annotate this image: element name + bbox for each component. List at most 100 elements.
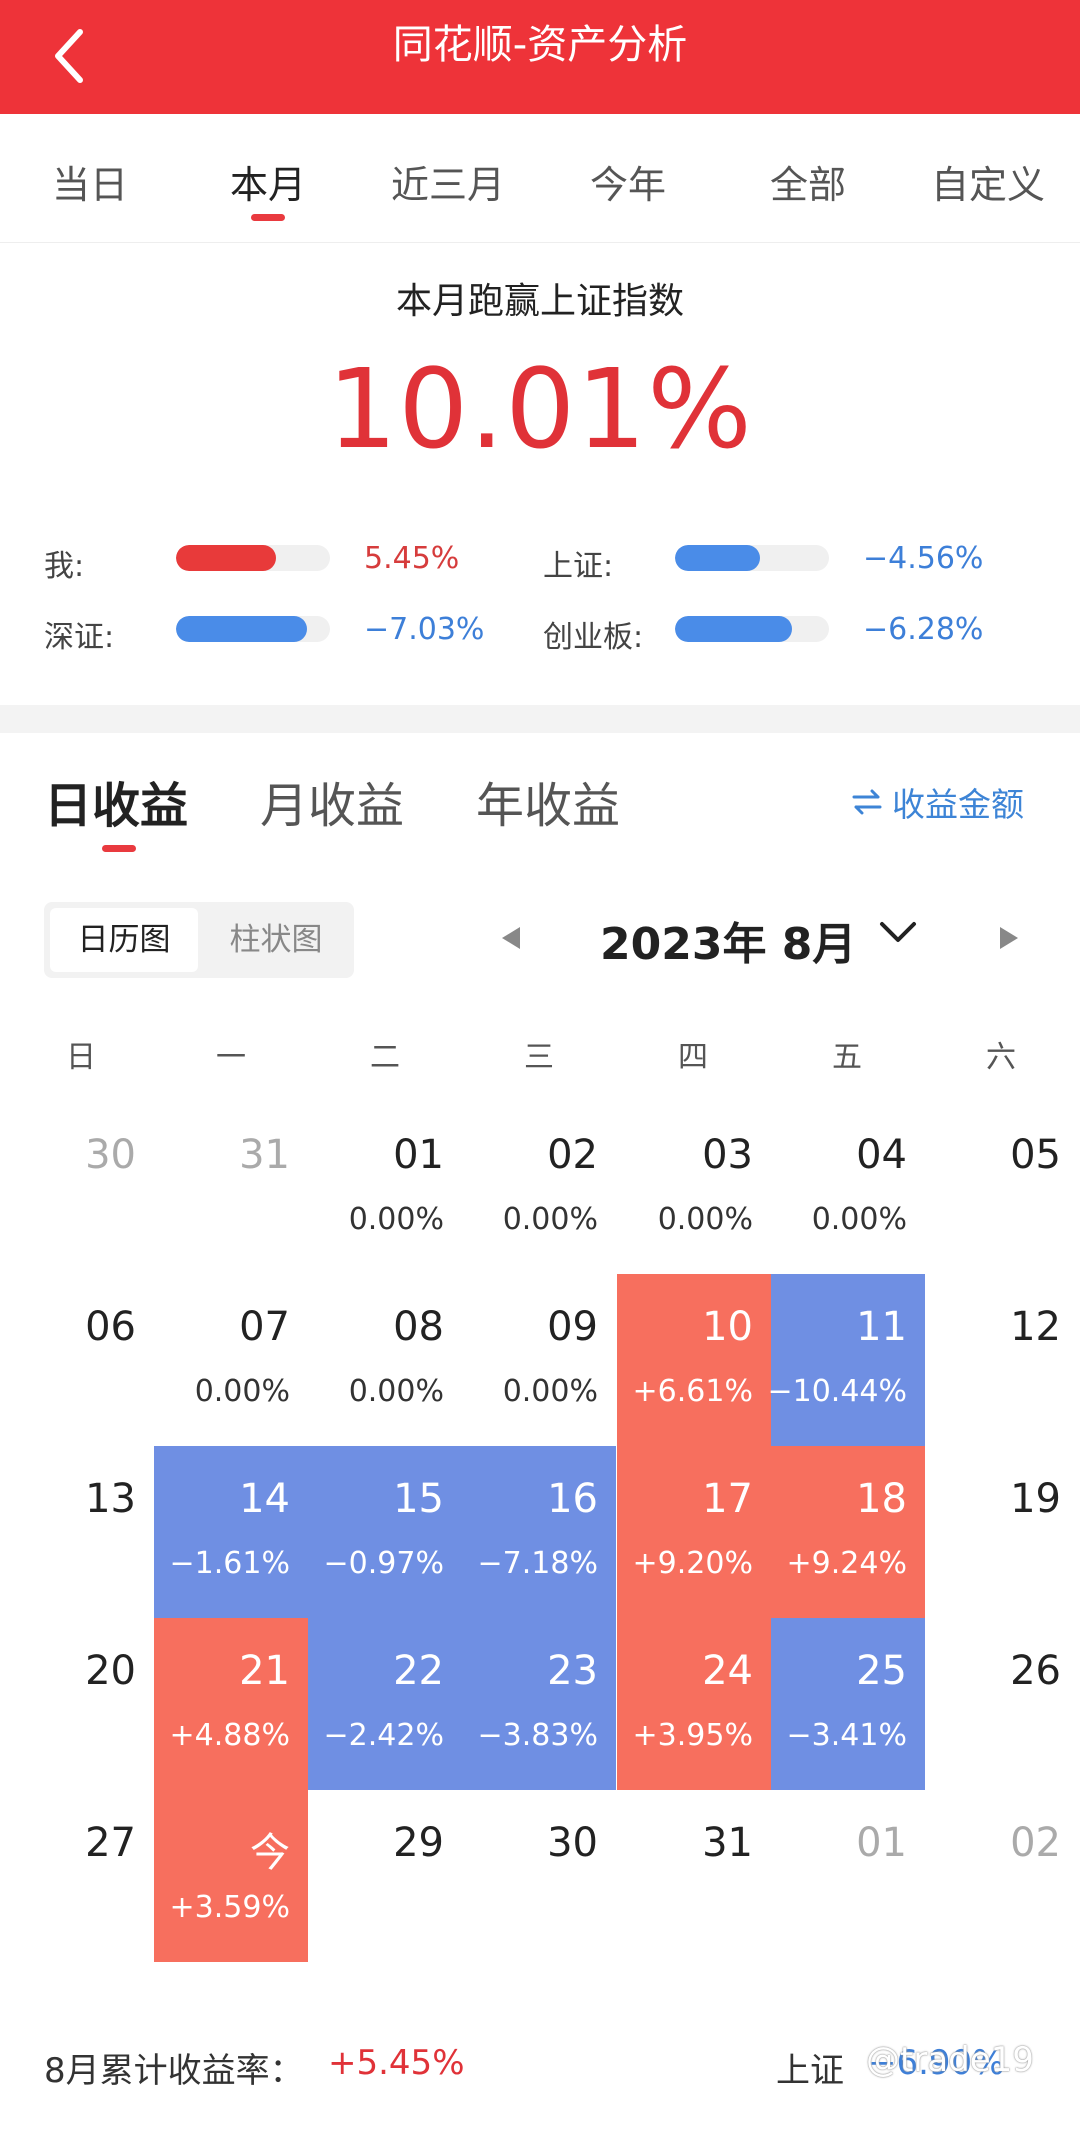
- calendar-day-cell[interactable]: 31: [617, 1790, 771, 1962]
- day-return: +3.59%: [169, 1890, 290, 1925]
- day-return: 0.00%: [657, 1202, 753, 1237]
- day-number: 03: [702, 1132, 753, 1178]
- calendar-day-cell[interactable]: 06: [0, 1274, 154, 1446]
- calendar-day-cell[interactable]: 08 0.00%: [308, 1274, 462, 1446]
- day-number: 01: [856, 1820, 907, 1866]
- day-number: 14: [239, 1476, 290, 1522]
- calendar-day-cell[interactable]: 今 +3.59%: [154, 1790, 308, 1962]
- day-return: −3.83%: [477, 1718, 598, 1753]
- comparison-label: 创业板:: [543, 620, 644, 655]
- calendar-day-cell[interactable]: 21 +4.88%: [154, 1618, 308, 1790]
- month-label[interactable]: 2023年 8月: [600, 919, 857, 970]
- day-number: 26: [1010, 1648, 1061, 1694]
- calendar-day-cell[interactable]: 30: [462, 1790, 616, 1962]
- prev-month-button[interactable]: [500, 925, 522, 955]
- tab-this-year[interactable]: 今年: [589, 163, 666, 207]
- comparison-bar-fill: [675, 616, 793, 642]
- swap-icon: [852, 789, 882, 815]
- day-number: 09: [547, 1304, 598, 1350]
- weekday-label: 五: [832, 1040, 862, 1075]
- day-return: +3.95%: [632, 1718, 753, 1753]
- back-button[interactable]: [40, 26, 100, 86]
- monthly-return-value: +5.45%: [328, 2043, 465, 2083]
- calendar-day-cell[interactable]: 04 0.00%: [771, 1102, 925, 1274]
- day-number: 05: [1010, 1132, 1061, 1178]
- month-dropdown-button[interactable]: [878, 918, 918, 950]
- tab-custom[interactable]: 自定义: [930, 163, 1045, 207]
- comparison-label: 我:: [44, 549, 85, 584]
- calendar-day-cell[interactable]: 05: [925, 1102, 1079, 1274]
- comparison-value: 5.45%: [364, 541, 460, 576]
- calendar-day-cell[interactable]: 03 0.00%: [617, 1102, 771, 1274]
- tab-yearly-income[interactable]: 年收益: [476, 778, 621, 834]
- calendar-day-cell[interactable]: 22 −2.42%: [308, 1618, 462, 1790]
- calendar-day-cell[interactable]: 26: [925, 1618, 1079, 1790]
- chevron-down-icon: [880, 922, 916, 942]
- calendar-day-cell[interactable]: 09 0.00%: [462, 1274, 616, 1446]
- calendar-day-cell[interactable]: 29: [308, 1790, 462, 1962]
- day-return: +9.24%: [786, 1546, 907, 1581]
- day-number: 25: [856, 1648, 907, 1694]
- comparison-bar: [176, 616, 330, 642]
- next-month-button[interactable]: [998, 925, 1020, 955]
- comparison-value: −7.03%: [364, 612, 485, 647]
- day-return: 0.00%: [194, 1374, 290, 1409]
- tab-daily-income[interactable]: 日收益: [44, 778, 189, 834]
- tab-three-months[interactable]: 近三月: [390, 163, 505, 207]
- calendar-day-cell[interactable]: 23 −3.83%: [462, 1618, 616, 1790]
- day-number: 27: [85, 1820, 136, 1866]
- calendar-day-cell[interactable]: 16 −7.18%: [462, 1446, 616, 1618]
- calendar-day-cell[interactable]: 12: [925, 1274, 1079, 1446]
- day-return: −10.44%: [767, 1374, 907, 1409]
- calendar-day-cell[interactable]: 07 0.00%: [154, 1274, 308, 1446]
- day-number: 15: [393, 1476, 444, 1522]
- calendar-day-cell[interactable]: 01: [771, 1790, 925, 1962]
- calendar-day-cell[interactable]: 15 −0.97%: [308, 1446, 462, 1618]
- tab-this-month[interactable]: 本月: [229, 163, 306, 207]
- calendar-day-cell[interactable]: 17 +9.20%: [617, 1446, 771, 1618]
- calendar-day-cell[interactable]: 19: [925, 1446, 1079, 1618]
- calendar-day-cell[interactable]: 31: [154, 1102, 308, 1274]
- section-divider: [0, 705, 1080, 733]
- comparison-label: 上证:: [543, 549, 614, 584]
- calendar-day-cell[interactable]: 18 +9.24%: [771, 1446, 925, 1618]
- income-tab-indicator: [102, 845, 136, 852]
- tab-monthly-income[interactable]: 月收益: [260, 778, 405, 834]
- index-label: 上证: [776, 2051, 844, 2091]
- calendar-day-cell[interactable]: 11 −10.44%: [767, 1274, 925, 1446]
- comparison-bar: [675, 545, 829, 571]
- day-number: 今: [250, 1830, 290, 1876]
- view-toggle: 日历图 柱状图: [44, 902, 354, 978]
- calendar-day-cell[interactable]: 13: [0, 1446, 154, 1618]
- day-number: 22: [393, 1648, 444, 1694]
- calendar-day-cell[interactable]: 02: [925, 1790, 1079, 1962]
- tab-today[interactable]: 当日: [51, 163, 128, 207]
- calendar-day-cell[interactable]: 14 −1.61%: [154, 1446, 308, 1618]
- comparison-bar: [176, 545, 330, 571]
- calendar-day-cell[interactable]: 02 0.00%: [462, 1102, 616, 1274]
- weekday-label: 三: [524, 1040, 554, 1075]
- comparison-bar-fill: [176, 545, 277, 571]
- calendar-view-button[interactable]: 日历图: [50, 908, 198, 972]
- day-number: 19: [1010, 1476, 1061, 1522]
- calendar-day-cell[interactable]: 24 +3.95%: [617, 1618, 771, 1790]
- day-number: 01: [393, 1132, 444, 1178]
- calendar-day-cell[interactable]: 10 +6.61%: [617, 1274, 771, 1446]
- income-amount-switch[interactable]: 收益金额: [852, 778, 1024, 826]
- day-number: 07: [239, 1304, 290, 1350]
- day-number: 17: [702, 1476, 753, 1522]
- calendar-day-cell[interactable]: 25 −3.41%: [771, 1618, 925, 1790]
- calendar-day-cell[interactable]: 20: [0, 1618, 154, 1790]
- day-number: 29: [393, 1820, 444, 1866]
- tab-all[interactable]: 全部: [769, 163, 846, 207]
- bar-view-button[interactable]: 柱状图: [229, 922, 323, 958]
- weekday-label: 六: [986, 1040, 1016, 1075]
- calendar-day-cell[interactable]: 01 0.00%: [308, 1102, 462, 1274]
- calendar-day-cell[interactable]: 30: [0, 1102, 154, 1274]
- calendar-day-cell[interactable]: 27: [0, 1790, 154, 1962]
- index-return-value: −6.90%: [868, 2043, 1005, 2083]
- app-header: [0, 0, 1080, 114]
- day-return: 0.00%: [348, 1202, 444, 1237]
- day-number: 02: [1010, 1820, 1061, 1866]
- day-number: 18: [856, 1476, 907, 1522]
